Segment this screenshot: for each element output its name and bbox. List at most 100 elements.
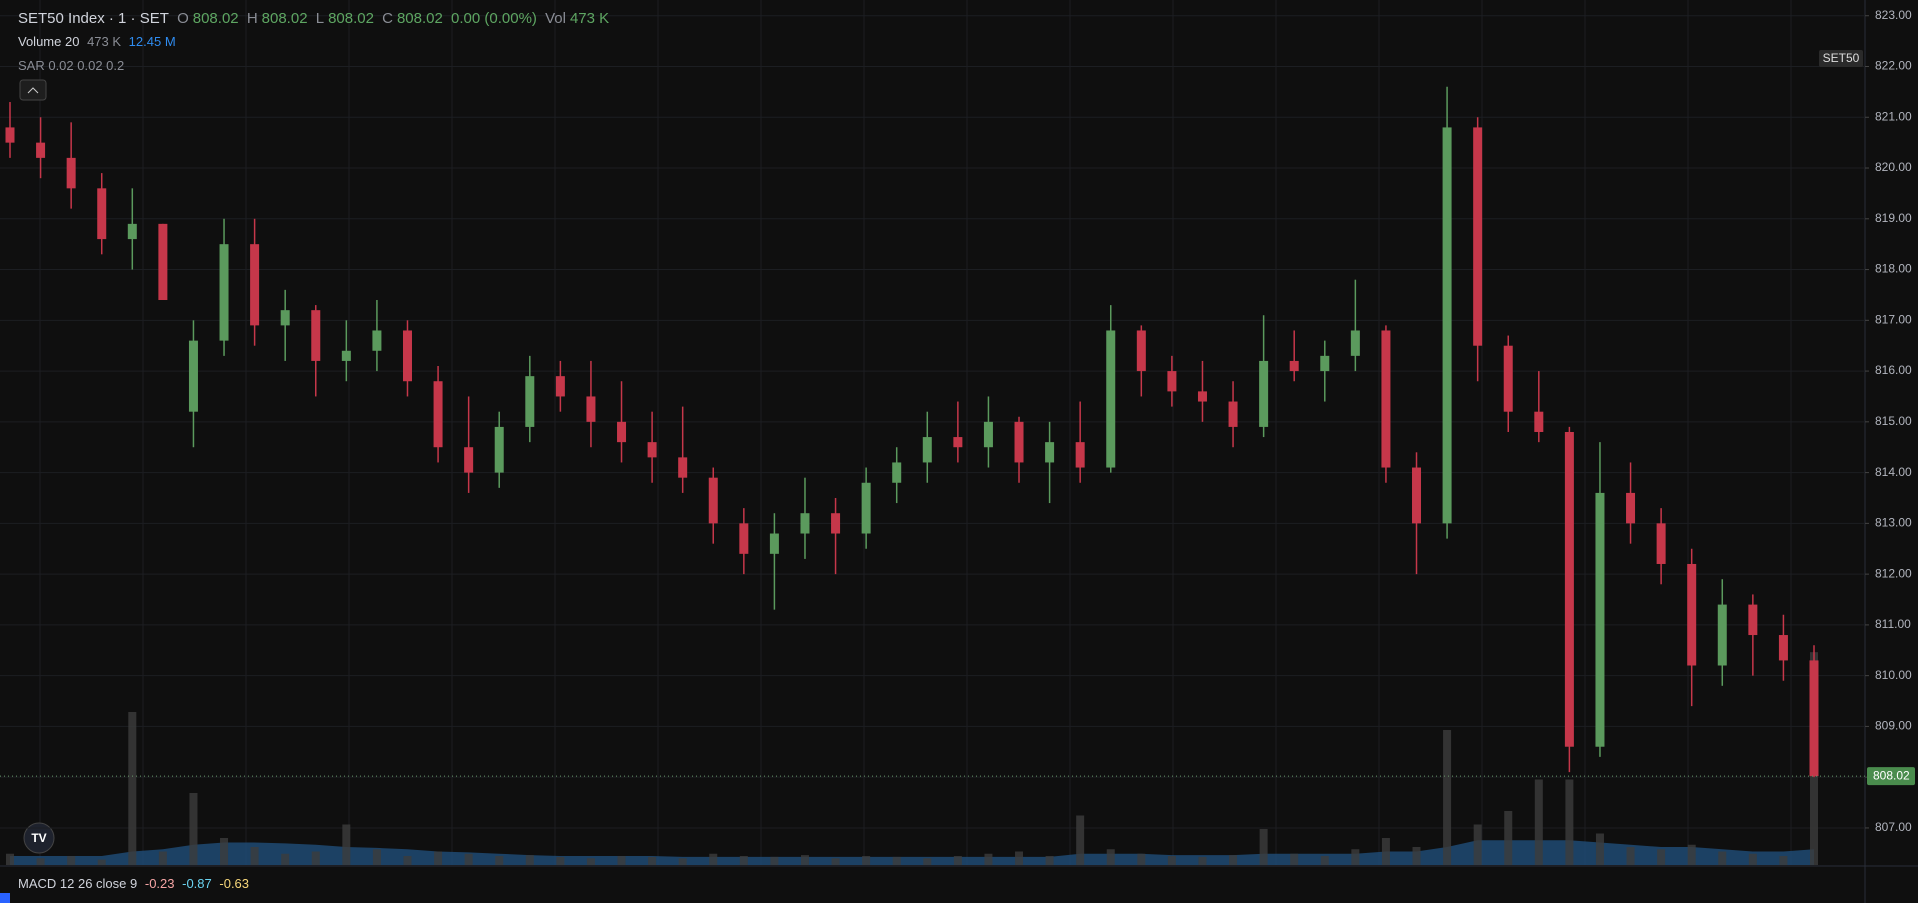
last-price-tag	[1867, 767, 1915, 786]
candle-body	[983, 421, 993, 448]
value: -0.23	[144, 876, 175, 891]
volume-bar	[403, 856, 412, 865]
collapse-icon	[27, 87, 39, 94]
candle-body	[127, 223, 137, 240]
candle-body	[1534, 411, 1544, 432]
volume-bar	[1259, 829, 1268, 865]
last-price-label: 808.02	[1873, 768, 1910, 782]
y-tick-label: 822.00	[1875, 59, 1912, 73]
candle-body	[678, 457, 688, 478]
volume-bar	[372, 849, 381, 865]
candle-body	[1289, 360, 1299, 372]
volume-bar	[1351, 849, 1360, 865]
volume-bar	[1748, 853, 1757, 865]
volume-bar	[1626, 847, 1635, 865]
candle-body	[555, 376, 565, 397]
volume-bar	[220, 838, 229, 865]
candle-body	[1167, 371, 1177, 392]
volume-bar	[862, 856, 871, 865]
indicator-name[interactable]: SAR 0.02 0.02 0.2	[18, 58, 125, 73]
volume-bar	[464, 853, 473, 865]
volume-bar	[281, 853, 290, 865]
candle-body	[861, 482, 871, 534]
volume-bar	[495, 856, 504, 865]
change: 0.00 (0.00%)	[451, 10, 537, 27]
volume-bar	[128, 712, 137, 865]
volume-bar	[189, 793, 198, 865]
volume-bar	[6, 853, 14, 865]
volume-bar	[984, 853, 993, 865]
symbol[interactable]: SET50 Index · 1 · SET	[18, 10, 169, 27]
volume-bar	[67, 856, 76, 865]
candle-body	[1442, 127, 1452, 524]
y-tick-label: 814.00	[1875, 465, 1912, 479]
volume-bar	[1198, 856, 1207, 865]
y-tick-label: 809.00	[1875, 719, 1912, 733]
y-tick-label: 817.00	[1875, 312, 1912, 326]
candle-body	[311, 310, 321, 361]
candle-body	[250, 244, 260, 326]
candle-body	[1045, 442, 1055, 463]
volume-bar	[923, 858, 932, 865]
sar-legend: SAR 0.02 0.02 0.2	[18, 58, 128, 73]
volume-bar	[1015, 851, 1024, 865]
symbol-tag	[1819, 50, 1863, 67]
volume-bar	[1595, 833, 1604, 865]
symbol-tag-label: SET50	[1823, 51, 1860, 65]
volume-legend: Volume 20 473 K 12.45 M	[18, 34, 180, 49]
candle-body	[647, 442, 657, 458]
volume-bar	[1473, 824, 1482, 865]
candle-body	[36, 142, 46, 158]
indicator-name[interactable]: MACD 12 26 close 9	[18, 876, 138, 891]
volume-bar	[1137, 853, 1146, 865]
y-tick-label: 820.00	[1875, 160, 1912, 174]
candle-body	[1748, 604, 1758, 636]
y-tick-label: 816.00	[1875, 363, 1912, 377]
volume-bar	[434, 851, 443, 865]
volume-bar	[342, 824, 351, 865]
y-tick-label: 823.00	[1875, 8, 1912, 22]
label: L	[315, 10, 325, 27]
volume-bar	[770, 856, 779, 865]
indicator-name[interactable]: Volume 20	[18, 34, 80, 49]
candle-body	[1320, 355, 1330, 372]
candle-body	[1717, 604, 1727, 666]
candle-body	[1228, 401, 1238, 427]
candle-body	[1136, 330, 1146, 372]
candle-body	[586, 396, 596, 422]
candle-body	[1503, 345, 1513, 412]
candle-body	[892, 462, 902, 483]
collapse-button[interactable]	[19, 79, 47, 101]
y-tick-label: 818.00	[1875, 262, 1912, 276]
candle-body	[97, 188, 107, 240]
label: C	[382, 10, 393, 27]
candle-body	[1687, 563, 1697, 666]
candle-body	[1564, 431, 1574, 747]
tv-logo[interactable]	[23, 822, 55, 854]
candle-body	[402, 330, 412, 382]
volume-bar	[97, 859, 106, 865]
y-tick-label: 810.00	[1875, 668, 1912, 682]
y-tick-label: 812.00	[1875, 566, 1912, 580]
toolbar-marker	[0, 893, 10, 903]
volume-bar	[678, 858, 687, 865]
volume-bar	[250, 847, 259, 865]
volume-bar	[1534, 779, 1543, 865]
volume-bar	[1076, 815, 1085, 865]
volume-bar	[1290, 853, 1299, 865]
value: 808.02	[328, 10, 374, 27]
volume-bar	[1565, 779, 1574, 865]
volume-bar	[1504, 811, 1513, 865]
value: 473 K	[569, 10, 610, 27]
y-tick-label: 811.00	[1875, 617, 1911, 631]
candle-body	[1350, 330, 1360, 356]
label: Vol	[545, 10, 566, 27]
value: 808.02	[261, 10, 308, 27]
volume-bar	[648, 856, 657, 865]
candle-body	[1075, 442, 1085, 468]
candle-body	[1381, 330, 1391, 468]
candle-body	[66, 157, 76, 189]
